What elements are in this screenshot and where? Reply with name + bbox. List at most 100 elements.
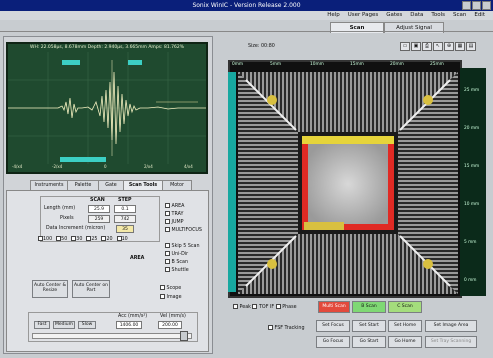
lead-frame-bottom bbox=[238, 234, 458, 294]
lead-frame-left bbox=[238, 72, 298, 294]
increment-10[interactable]: 10 bbox=[116, 236, 128, 242]
image-checkbox[interactable]: Image bbox=[160, 294, 182, 300]
zoom-label: Size: 00:80 bbox=[248, 44, 275, 49]
option-uni-dir[interactable]: Uni-Dir bbox=[165, 251, 188, 257]
image-toolbar: ▭ ▣ ⎙ ↖ ⊕ ▦ ▤ bbox=[400, 42, 476, 51]
step-pixels-value: 742 bbox=[114, 215, 136, 223]
speed-slider[interactable] bbox=[32, 333, 192, 339]
menu-help[interactable]: Help bbox=[327, 12, 340, 18]
menu-user-pages[interactable]: User Pages bbox=[347, 12, 379, 18]
cursor-icon[interactable]: ↖ bbox=[433, 42, 443, 51]
option-b-scan[interactable]: B Scan bbox=[165, 259, 188, 265]
radio-multifocus-dot[interactable] bbox=[165, 227, 170, 232]
lead-frame-top bbox=[238, 72, 458, 132]
window-title: Sonix WinIC - Version Release 2.000 bbox=[0, 0, 493, 11]
lead-frame-right bbox=[398, 72, 458, 294]
chip-scan-graphic bbox=[238, 72, 458, 294]
menu-bar: Edit Scan Tools Data Gates User Pages He… bbox=[0, 11, 493, 20]
oscilloscope-plot bbox=[8, 52, 206, 164]
increment-25[interactable]: 25 bbox=[86, 236, 97, 242]
menu-gates[interactable]: Gates bbox=[386, 12, 403, 18]
radio-jump[interactable]: JUMP bbox=[165, 219, 184, 225]
data-increment-label: Data Increment (micron) bbox=[46, 226, 106, 231]
maximize-button[interactable] bbox=[472, 1, 481, 10]
set-start-button[interactable]: Set Start bbox=[352, 320, 386, 332]
auto-center-part-button[interactable]: Auto Center on Part bbox=[72, 280, 110, 298]
set-home-button[interactable]: Set Home bbox=[388, 320, 422, 332]
acc-input[interactable]: 1406.00 bbox=[116, 321, 142, 329]
multi-scan-button[interactable]: Multi Scan bbox=[318, 301, 350, 313]
scan-panel-tabs: Instruments Palette Gate Scan Tools Moto… bbox=[30, 180, 210, 191]
tab-scan[interactable]: Scan bbox=[330, 22, 384, 33]
step-header: STEP bbox=[118, 198, 132, 203]
menu-scan[interactable]: Scan bbox=[452, 12, 467, 18]
step-length-input[interactable]: 0.1 bbox=[114, 205, 136, 213]
top-scale: 0mm 5mm 10mm 15mm 20mm 25mm bbox=[232, 62, 444, 67]
b-scan-button[interactable]: B Scan bbox=[352, 301, 386, 313]
speed-medium-button[interactable]: Medium bbox=[53, 321, 75, 329]
gate-marker-top-right bbox=[128, 60, 142, 65]
oscilloscope-readout: WH: 22.058µs, 8.678mm Depth: 2.940µs, 3.… bbox=[30, 45, 184, 50]
length-label: Length (mm) bbox=[44, 206, 76, 211]
go-start-button[interactable]: Go Start bbox=[352, 336, 386, 348]
pixels-label: Pixels bbox=[60, 216, 74, 221]
open-icon[interactable]: ▭ bbox=[400, 42, 410, 51]
peak-checkbox[interactable]: Peak TOF IF Phase bbox=[233, 304, 297, 310]
radio-area-dot[interactable] bbox=[165, 203, 170, 208]
increment-50[interactable]: 50 bbox=[56, 236, 67, 242]
die-area bbox=[308, 144, 388, 224]
ruler-icon[interactable]: ▤ bbox=[466, 42, 476, 51]
scan-pixels-value: 259 bbox=[88, 215, 110, 223]
radio-area[interactable]: AREA bbox=[165, 203, 184, 209]
gate-marker-top-left bbox=[62, 60, 80, 65]
set-focus-button[interactable]: Set Focus bbox=[316, 320, 350, 332]
increment-20[interactable]: 20 bbox=[101, 236, 113, 242]
color-palette-bar bbox=[228, 72, 236, 292]
scan-length-input[interactable]: 25.9 bbox=[88, 205, 110, 213]
menu-edit[interactable]: Edit bbox=[474, 12, 485, 18]
window-controls bbox=[462, 1, 491, 10]
gate-marker-bottom bbox=[60, 157, 106, 162]
print-icon[interactable]: ⎙ bbox=[422, 42, 432, 51]
menu-tools[interactable]: Tools bbox=[431, 12, 445, 18]
go-home-button[interactable]: Go Home bbox=[388, 336, 422, 348]
grid-icon[interactable]: ▦ bbox=[455, 42, 465, 51]
c-scan-button[interactable]: C Scan bbox=[388, 301, 422, 313]
data-increment-input[interactable]: 35 bbox=[116, 225, 134, 233]
speed-slow-button[interactable]: Slow bbox=[78, 321, 96, 329]
vel-input[interactable]: 200.00 bbox=[158, 321, 182, 329]
increment-100[interactable]: 100 bbox=[38, 236, 52, 242]
zoom-icon[interactable]: ⊕ bbox=[444, 42, 454, 51]
tab-motor[interactable]: Motor bbox=[162, 180, 192, 191]
minimize-button[interactable] bbox=[462, 1, 471, 10]
option-skip-scan[interactable]: Skip 5 Scan bbox=[165, 243, 200, 249]
speed-fast-button[interactable]: Fast bbox=[34, 321, 50, 329]
tab-divider bbox=[0, 31, 493, 32]
set-image-area-button[interactable]: Set Image Area bbox=[425, 320, 477, 332]
scan-step-group bbox=[40, 196, 160, 242]
radio-tray-dot[interactable] bbox=[165, 211, 170, 216]
scope-checkbox[interactable]: Scope bbox=[160, 285, 181, 291]
increment-30[interactable]: 30 bbox=[71, 236, 82, 242]
save-icon[interactable]: ▣ bbox=[411, 42, 421, 51]
speed-slider-thumb[interactable] bbox=[180, 331, 188, 341]
set-tray-scanning-button[interactable]: Set Tray Scanning bbox=[425, 336, 477, 348]
go-focus-button[interactable]: Go Focus bbox=[316, 336, 350, 348]
menu-data[interactable]: Data bbox=[410, 12, 424, 18]
fsf-tracking-checkbox[interactable]: FSF Tracking bbox=[268, 325, 305, 331]
acc-label: Acc (mm/s²) bbox=[118, 314, 148, 319]
scan-header: SCAN bbox=[90, 198, 105, 203]
tab-adjust-signal[interactable]: Adjust Signal bbox=[384, 22, 444, 33]
area-section-label: AREA bbox=[130, 256, 145, 261]
radio-jump-dot[interactable] bbox=[165, 219, 170, 224]
oscilloscope-x-ticks: -4/x4 -2/x4 0 2/x4 4/x4 bbox=[12, 164, 193, 169]
increment-options: 100 50 30 25 20 10 bbox=[38, 236, 128, 242]
radio-tray[interactable]: TRAY bbox=[165, 211, 183, 217]
auto-center-resize-button[interactable]: Auto Center & Resize bbox=[32, 280, 68, 298]
option-shuttle[interactable]: Shuttle bbox=[165, 267, 189, 273]
velocity-group bbox=[28, 312, 198, 342]
radio-multifocus[interactable]: MULTIFOCUS bbox=[165, 227, 202, 233]
top-tabs: Scan Adjust Signal bbox=[0, 22, 493, 33]
right-scale: 25 mm 20 mm 15 mm 10 mm 5 mm 0 mm bbox=[460, 68, 486, 296]
close-button[interactable] bbox=[482, 1, 491, 10]
